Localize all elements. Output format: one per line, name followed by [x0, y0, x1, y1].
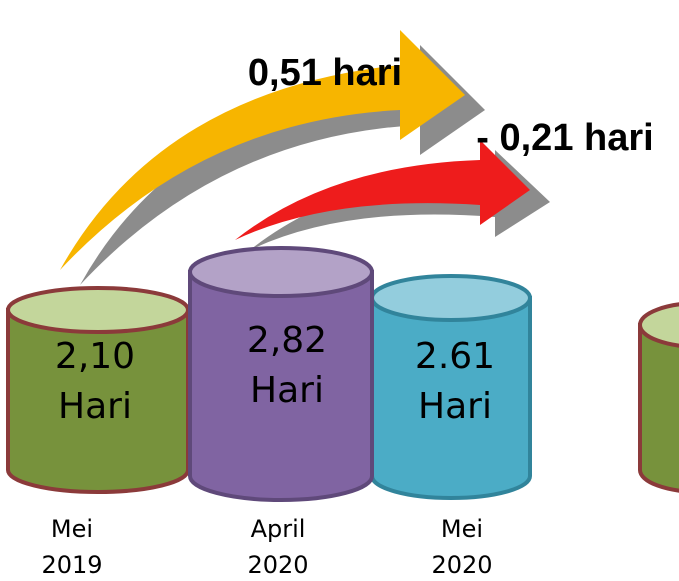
- period: April: [251, 515, 306, 543]
- cylinder-partial: [638, 302, 679, 493]
- arrow-down: [235, 140, 530, 240]
- arrow-label: - 0,21 hari: [476, 117, 653, 159]
- cylinder: [6, 286, 190, 494]
- cylinder: [370, 274, 532, 500]
- year: 2019: [41, 551, 102, 579]
- period: Mei: [51, 515, 93, 543]
- arrow-label: 0,51 hari: [248, 52, 402, 94]
- cylinder: [188, 246, 374, 502]
- value: 2,10: [55, 336, 135, 377]
- unit: Hari: [250, 370, 324, 411]
- unit: Hari: [418, 386, 492, 427]
- period: Mei: [441, 515, 483, 543]
- year: 2020: [431, 551, 492, 579]
- unit: Hari: [58, 386, 132, 427]
- arrow-up: [60, 30, 465, 270]
- value: 2.61: [415, 336, 495, 377]
- value: 2,82: [247, 320, 327, 361]
- year: 2020: [247, 551, 308, 579]
